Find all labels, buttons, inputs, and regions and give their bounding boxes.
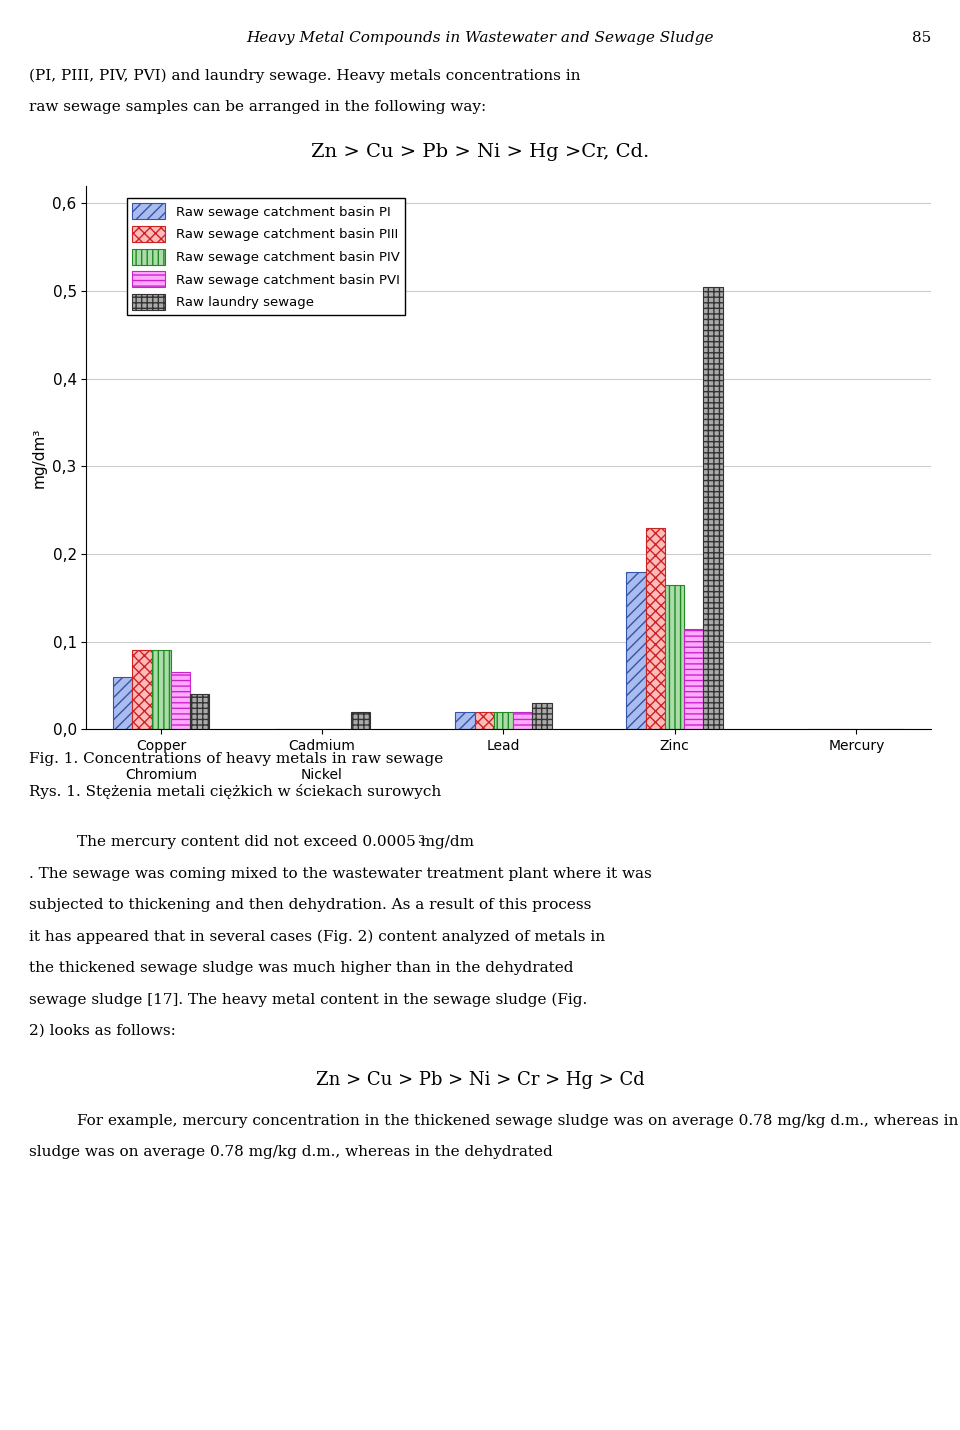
Text: subjected to thickening and then dehydration. As a result of this process: subjected to thickening and then dehydra… xyxy=(29,898,591,912)
Text: For example, mercury concentration in the thickened sewage sludge was on average: For example, mercury concentration in th… xyxy=(77,1114,960,1128)
Text: sewage sludge [17]. The heavy metal content in the sewage sludge (Fig.: sewage sludge [17]. The heavy metal cont… xyxy=(29,992,588,1007)
Text: Chromium: Chromium xyxy=(125,768,198,782)
Bar xyxy=(493,712,513,729)
Bar xyxy=(350,712,370,729)
Bar xyxy=(190,694,209,729)
Text: Zn > Cu > Pb > Ni > Hg >Cr, Cd.: Zn > Cu > Pb > Ni > Hg >Cr, Cd. xyxy=(311,143,649,162)
Bar xyxy=(152,651,171,729)
Text: (PI, PIII, PIV, PVI) and laundry sewage. Heavy metals concentrations in: (PI, PIII, PIV, PVI) and laundry sewage.… xyxy=(29,69,580,83)
Bar xyxy=(627,572,646,729)
Text: Nickel: Nickel xyxy=(300,768,343,782)
Text: 3: 3 xyxy=(418,835,424,845)
Bar xyxy=(704,286,723,729)
Text: Zn > Cu > Pb > Ni > Cr > Hg > Cd: Zn > Cu > Pb > Ni > Cr > Hg > Cd xyxy=(316,1071,644,1090)
Bar xyxy=(533,704,552,729)
Text: . The sewage was coming mixed to the wastewater treatment plant where it was: . The sewage was coming mixed to the was… xyxy=(29,867,652,881)
Bar xyxy=(132,651,152,729)
Bar xyxy=(171,672,190,729)
Text: the thickened sewage sludge was much higher than in the dehydrated: the thickened sewage sludge was much hig… xyxy=(29,961,573,975)
Bar xyxy=(665,585,684,729)
Y-axis label: mg/dm³: mg/dm³ xyxy=(32,428,47,488)
Bar xyxy=(646,528,665,729)
Bar xyxy=(474,712,493,729)
Text: The mercury content did not exceed 0.0005 mg/dm: The mercury content did not exceed 0.000… xyxy=(77,835,479,849)
Bar xyxy=(684,629,704,729)
Bar xyxy=(113,676,132,729)
Bar xyxy=(513,712,533,729)
Text: sludge was on average 0.78 mg/kg d.m., whereas in the dehydrated: sludge was on average 0.78 mg/kg d.m., w… xyxy=(29,1145,553,1160)
Legend: Raw sewage catchment basin PI, Raw sewage catchment basin PIII, Raw sewage catch: Raw sewage catchment basin PI, Raw sewag… xyxy=(127,197,405,316)
Text: Heavy Metal Compounds in Wastewater and Sewage Sludge: Heavy Metal Compounds in Wastewater and … xyxy=(247,31,713,46)
Text: raw sewage samples can be arranged in the following way:: raw sewage samples can be arranged in th… xyxy=(29,100,486,114)
Text: it has appeared that in several cases (Fig. 2) content analyzed of metals in: it has appeared that in several cases (F… xyxy=(29,930,605,944)
Text: Fig. 1. Concentrations of heavy metals in raw sewage: Fig. 1. Concentrations of heavy metals i… xyxy=(29,752,444,766)
Bar xyxy=(455,712,474,729)
Text: 2) looks as follows:: 2) looks as follows: xyxy=(29,1024,176,1038)
Text: Rys. 1. Stężenia metali ciężkich w ściekach surowych: Rys. 1. Stężenia metali ciężkich w ściek… xyxy=(29,784,441,798)
Text: 85: 85 xyxy=(912,31,931,46)
